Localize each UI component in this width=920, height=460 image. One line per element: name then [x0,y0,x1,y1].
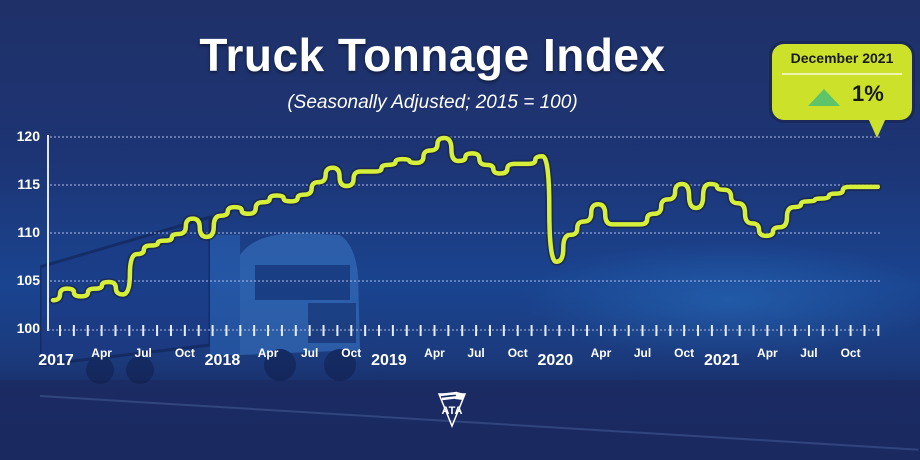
x-year-label: 2018 [204,352,241,369]
x-month-label: Oct [341,346,362,360]
x-month-label: Jul [800,346,818,360]
svg-text:ATA: ATA [442,405,463,417]
callout-date: December 2021 [790,50,894,66]
series-line-truck-tonnage [50,135,881,303]
y-tick-label: 100 [16,320,40,336]
y-tick-label: 115 [17,176,40,192]
ata-logo-icon: ATA [437,391,467,428]
y-tick-label: 105 [16,272,40,288]
background-glow [520,240,920,360]
callout-change-value: 1% [852,81,884,106]
x-year-label: 2017 [38,352,74,369]
up-triangle-icon [808,89,840,106]
y-tick-label: 120 [16,128,40,144]
x-month-label: Oct [840,346,861,360]
callout-divider [782,73,902,75]
x-month-label: Apr [91,346,112,360]
x-month-label: Oct [174,346,195,360]
x-month-label: Jul [467,346,485,360]
x-year-label: 2020 [537,352,574,369]
x-month-label: Jul [300,346,319,360]
chart-title: Truck Tonnage Index [199,29,666,81]
x-month-label: Apr [757,346,778,360]
x-month-label: Apr [424,346,445,360]
x-year-label: 2019 [371,352,407,369]
x-month-label: Oct [507,346,528,360]
x-month-label: Oct [674,346,695,360]
series-line-outline [49,133,882,305]
chart-subtitle: (Seasonally Adjusted; 2015 = 100) [287,92,578,113]
x-month-label: Apr [590,346,612,360]
callout-pointer [868,118,886,138]
y-tick-label: 110 [17,224,40,240]
x-month-label: Jul [633,346,652,360]
x-month-label: Jul [134,346,152,360]
latest-change-callout: December 2021 1% [770,42,914,122]
x-month-label: Apr [257,346,279,360]
x-year-label: 2021 [703,352,740,369]
